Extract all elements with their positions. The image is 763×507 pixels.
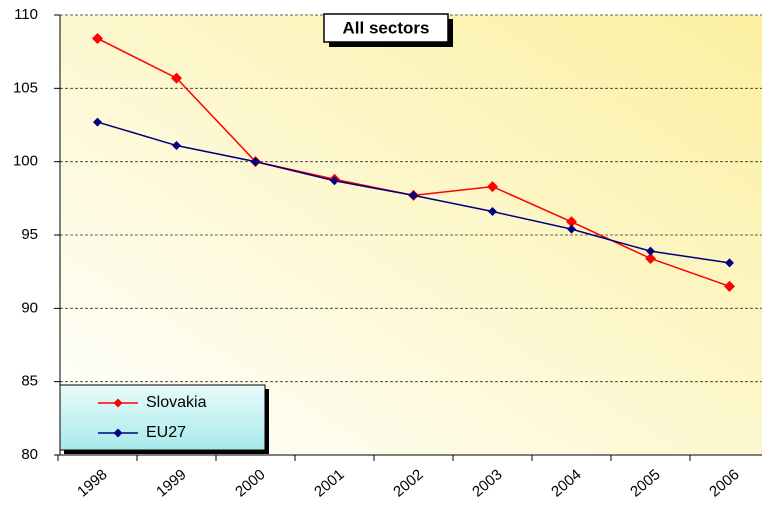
point — [645, 252, 656, 264]
point — [725, 258, 734, 268]
point — [487, 181, 498, 193]
point — [92, 32, 103, 44]
x-tick-label: 2001 — [311, 466, 347, 500]
point — [172, 141, 181, 151]
y-tick-label: 95 — [21, 226, 38, 243]
legend-label: Slovakia — [146, 394, 207, 411]
x-tick-label: 2000 — [232, 466, 268, 500]
point — [409, 190, 418, 200]
point — [566, 216, 577, 228]
x-tick-label: 2003 — [469, 466, 505, 500]
point — [567, 224, 576, 234]
legend-marker — [113, 428, 123, 438]
point — [251, 157, 260, 167]
legend-marker — [113, 398, 123, 408]
chart-title: All sectors — [343, 18, 430, 37]
point — [724, 280, 735, 292]
y-tick-label: 110 — [14, 6, 38, 23]
point — [93, 117, 102, 127]
legend-label: EU27 — [146, 424, 186, 441]
point — [646, 246, 655, 256]
y-tick-label: 100 — [13, 153, 38, 170]
y-tick-label: 90 — [21, 299, 38, 316]
legend-box — [59, 384, 266, 451]
x-tick-label: 2002 — [390, 466, 426, 500]
x-tick-label: 2006 — [706, 466, 742, 500]
title-box — [323, 13, 449, 43]
point — [171, 72, 182, 84]
point — [330, 176, 339, 186]
x-tick-label: 1999 — [153, 466, 189, 500]
y-tick-label: 105 — [13, 79, 38, 96]
y-tick-label: 85 — [21, 373, 38, 390]
x-tick-label: 2004 — [548, 466, 584, 500]
x-tick-label: 2005 — [627, 466, 663, 500]
y-tick-label: 80 — [21, 446, 38, 463]
point — [488, 207, 497, 217]
x-tick-label: 1998 — [74, 466, 110, 500]
